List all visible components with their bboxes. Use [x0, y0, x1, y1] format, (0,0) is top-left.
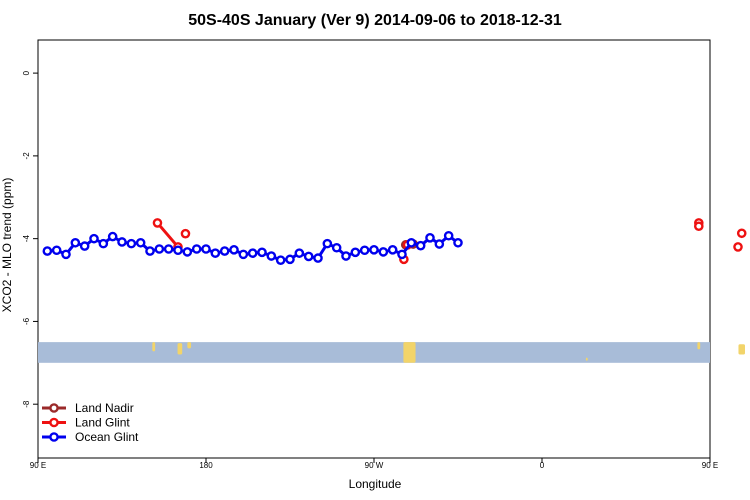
data-point-ocean-glint: [294, 248, 305, 258]
chart-title: 50S-40S January (Ver 9) 2014-09-06 to 20…: [188, 12, 562, 29]
x-tick-label: 90 E: [702, 461, 718, 470]
data-point-ocean-glint: [107, 231, 118, 242]
data-point-ocean-glint: [257, 247, 267, 258]
data-point-ocean-glint: [98, 238, 109, 249]
data-point-land-glint: [733, 242, 743, 252]
data-point-ocean-glint: [331, 242, 342, 253]
data-point-ocean-glint: [369, 245, 379, 255]
land-patch: [187, 342, 192, 349]
data-point-land-glint: [180, 228, 191, 239]
data-point-ocean-glint: [238, 249, 249, 260]
data-point-ocean-glint: [163, 244, 174, 254]
x-axis-label: Longitude: [349, 477, 402, 491]
series-layer: [42, 218, 747, 265]
land-patch: [152, 342, 156, 352]
data-point-ocean-glint: [42, 246, 53, 256]
y-axis: 0 -2 -4 -6 -8: [22, 70, 38, 408]
x-tick-label: 90 W: [365, 461, 384, 470]
data-point-ocean-glint: [247, 248, 258, 258]
data-point-land-glint: [152, 218, 163, 228]
ocean-strip: [38, 342, 710, 363]
data-point-ocean-glint: [397, 249, 407, 260]
series-line-land-glint: [156, 221, 180, 248]
data-point-ocean-glint: [425, 233, 435, 243]
land-patch: [585, 357, 588, 361]
data-point-ocean-glint: [70, 237, 81, 248]
data-point-ocean-glint: [191, 244, 202, 254]
data-point-ocean-glint: [303, 251, 314, 262]
land-patch: [403, 342, 416, 363]
data-point-ocean-glint: [229, 245, 239, 255]
data-point-ocean-glint: [117, 237, 127, 247]
land-patch: [177, 343, 183, 355]
data-point-ocean-glint: [126, 238, 137, 249]
data-point-ocean-glint: [201, 244, 211, 254]
data-point-ocean-glint: [210, 248, 221, 258]
data-point-ocean-glint: [378, 247, 389, 257]
data-point-ocean-glint: [61, 249, 71, 260]
data-point-ocean-glint: [154, 244, 165, 254]
data-point-ocean-glint: [51, 245, 62, 256]
data-point-ocean-glint: [434, 239, 445, 249]
legend-marker: [49, 417, 59, 428]
y-tick-label: -4: [22, 235, 31, 243]
x-tick-label: 0: [540, 461, 545, 470]
x-tick-label: 180: [199, 461, 213, 470]
y-tick-label: -8: [22, 400, 31, 408]
data-point-ocean-glint: [173, 245, 183, 256]
data-point-ocean-glint: [341, 251, 351, 261]
y-tick-label: -2: [22, 152, 31, 160]
legend-marker: [49, 403, 59, 413]
y-tick-label: 0: [22, 70, 31, 75]
data-point-ocean-glint: [219, 246, 230, 256]
data-point-ocean-glint: [79, 241, 90, 251]
data-point-ocean-glint: [443, 230, 454, 241]
data-point-ocean-glint: [313, 253, 323, 263]
x-tick-label: 90 E: [30, 461, 46, 470]
map-band: [38, 342, 745, 363]
data-point-ocean-glint: [350, 247, 361, 258]
y-tick-label: -6: [22, 317, 31, 325]
data-point-ocean-glint: [453, 237, 463, 248]
data-point-land-glint: [736, 228, 747, 239]
legend-label: Ocean Glint: [75, 430, 139, 444]
legend-label: Land Nadir: [75, 401, 134, 415]
x-axis: 90 E 180 90 W 0 90 E: [30, 458, 718, 470]
data-point-land-glint: [694, 221, 704, 232]
data-point-ocean-glint: [406, 237, 417, 248]
data-point-ocean-glint: [415, 240, 426, 251]
land-patch: [738, 344, 745, 355]
data-point-ocean-glint: [285, 254, 295, 265]
data-point-ocean-glint: [266, 251, 277, 261]
data-point-ocean-glint: [182, 247, 193, 257]
data-point-ocean-glint: [387, 245, 398, 255]
legend-label: Land Glint: [75, 416, 130, 430]
data-point-ocean-glint: [322, 238, 333, 249]
data-point-ocean-glint: [135, 237, 146, 248]
y-axis-label: XCO2 - MLO trend (ppm): [0, 178, 14, 313]
series-ocean-glint: [42, 230, 463, 265]
data-point-ocean-glint: [275, 255, 286, 265]
legend-marker: [49, 432, 59, 442]
data-point-ocean-glint: [145, 246, 155, 256]
data-point-ocean-glint: [89, 233, 99, 244]
land-patch: [697, 342, 701, 350]
data-point-ocean-glint: [359, 245, 370, 256]
